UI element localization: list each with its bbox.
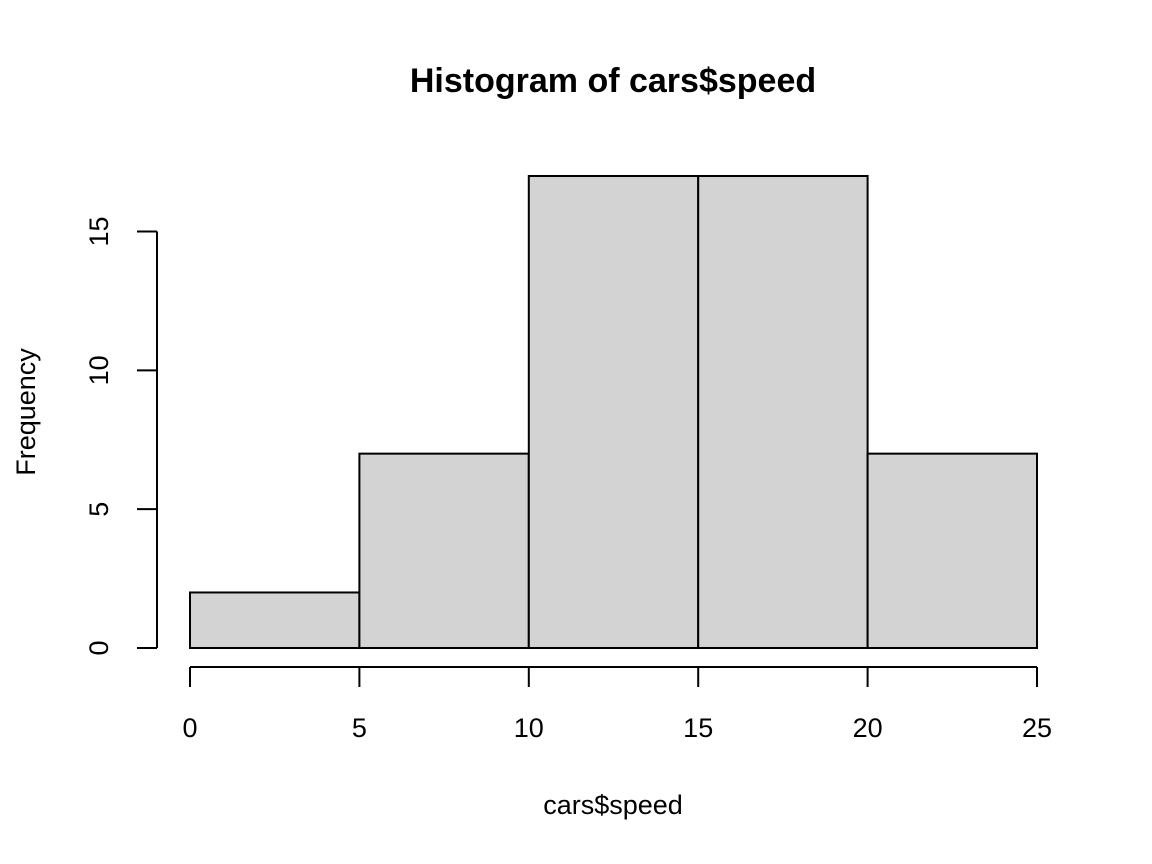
- x-tick-label: 25: [1022, 713, 1052, 743]
- x-tick-label: 5: [352, 713, 367, 743]
- y-axis: 0 5 10 15: [84, 217, 157, 656]
- histogram-bars: [190, 176, 1037, 648]
- histogram-bar-3: [698, 176, 867, 648]
- y-tick-label: 5: [84, 502, 114, 517]
- histogram-bar-1: [359, 454, 528, 648]
- chart-title: Histogram of cars$speed: [410, 62, 816, 100]
- histogram-bar-2: [529, 176, 698, 648]
- y-tick-label: 15: [84, 217, 114, 247]
- x-tick-label: 20: [853, 713, 883, 743]
- y-tick-label: 10: [84, 355, 114, 385]
- x-tick-label: 15: [683, 713, 713, 743]
- histogram-bar-4: [868, 454, 1037, 648]
- x-axis-label: cars$speed: [543, 790, 683, 820]
- histogram-bar-0: [190, 592, 359, 648]
- x-tick-label: 0: [182, 713, 197, 743]
- x-axis: 0 5 10 15 20 25: [182, 667, 1052, 743]
- x-tick-label: 10: [514, 713, 544, 743]
- y-axis-label: Frequency: [11, 348, 41, 476]
- y-tick-label: 0: [84, 640, 114, 655]
